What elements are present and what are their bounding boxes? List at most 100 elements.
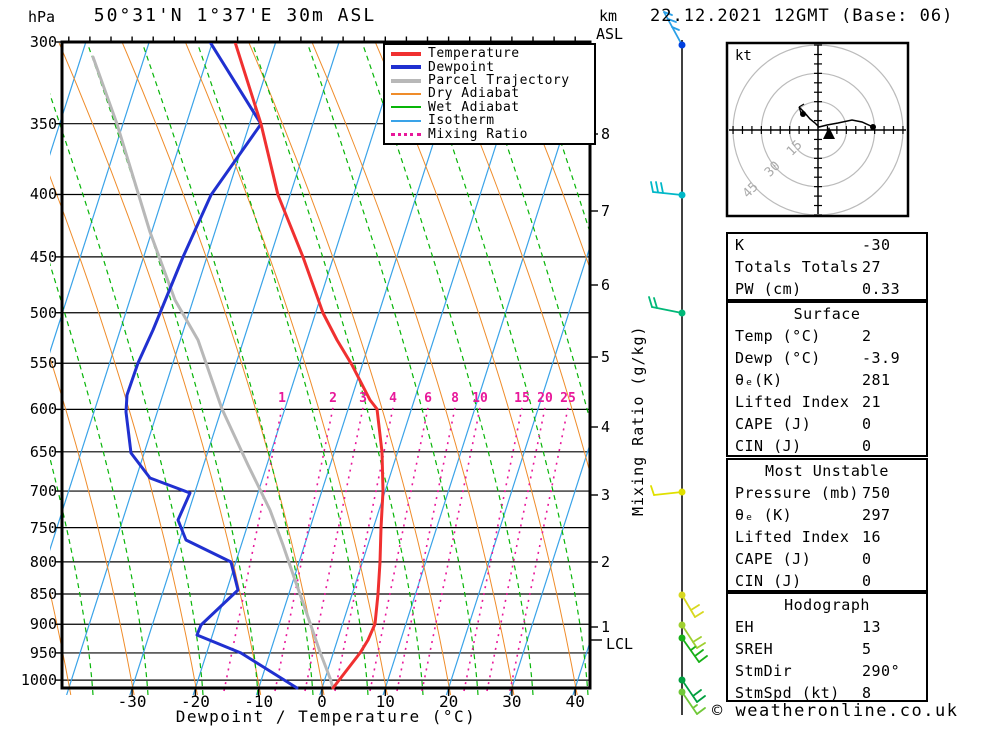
copyright-footer: © weatheronline.co.uk xyxy=(712,701,959,721)
table-row-label: PW (cm) xyxy=(735,280,802,298)
mixing-ratio-label: 20 xyxy=(537,391,553,406)
table-row-value: 281 xyxy=(862,371,891,389)
table-row: Dewp (°C) -3.9 xyxy=(728,347,926,369)
mixing-ratio-label: 6 xyxy=(424,391,432,406)
table-row-label: Totals Totals xyxy=(735,258,859,276)
table-row: Lifted Index 16 xyxy=(728,526,926,548)
km-tick-label: 1 xyxy=(601,618,611,636)
table-row: θₑ (K) 297 xyxy=(728,504,926,526)
legend-item: Mixing Ratio xyxy=(385,126,594,142)
pressure-tick-label: 650 xyxy=(29,442,57,461)
legend-item: Dry Adiabat xyxy=(385,86,594,102)
table-row: Totals Totals 27 xyxy=(728,256,926,278)
pressure-tick-label: 850 xyxy=(29,584,57,603)
table-row: PW (cm) 0.33 xyxy=(728,278,926,300)
legend-item: Dewpoint xyxy=(385,60,594,75)
pressure-tick-label: 350 xyxy=(29,114,57,133)
legend-label: Parcel Trajectory xyxy=(428,73,570,89)
table-row-value: 750 xyxy=(862,484,891,502)
table-row-value: 0 xyxy=(862,572,872,590)
table-row: CIN (J) 0 xyxy=(728,435,926,457)
mixing-ratio-label: 8 xyxy=(451,391,459,406)
table-row: Temp (°C) 2 xyxy=(728,325,926,347)
table-row-value: 8 xyxy=(862,684,872,702)
table-row-label: Temp (°C) xyxy=(735,327,821,345)
table-row: Lifted Index 21 xyxy=(728,391,926,413)
legend-swatch-temperature xyxy=(391,51,421,56)
legend-swatch-isotherm xyxy=(391,119,421,122)
table-row-label: θₑ(K) xyxy=(735,371,783,389)
table-row-value: 297 xyxy=(862,506,891,524)
table-row: Pressure (mb) 750 xyxy=(728,482,926,504)
table-row-value: 2 xyxy=(862,327,872,345)
km-tick-label: 3 xyxy=(601,486,611,504)
legend-item: Parcel Trajectory xyxy=(385,73,594,89)
legend-swatch-dry_adiabat xyxy=(391,92,421,95)
temp-tick-label: -20 xyxy=(180,692,210,711)
table-row: K -30 xyxy=(728,234,926,256)
legend-label: Temperature xyxy=(428,46,520,62)
legend-swatch-wet_adiabat xyxy=(391,106,421,109)
stats-table: Hodograph EH 13 SREH 5 StmDir 290° StmSpd (kt) 8 xyxy=(726,592,928,702)
pressure-tick-label: 900 xyxy=(29,615,57,634)
table-row-label: EH xyxy=(735,618,755,636)
table-row-value: 0 xyxy=(862,415,872,433)
pressure-tick-label: 950 xyxy=(29,643,57,662)
mixing-ratio-label: 1 xyxy=(278,391,286,406)
table-title: Surface xyxy=(793,305,861,323)
table-row-label: StmSpd (kt) xyxy=(735,684,840,702)
table-row-label: StmDir xyxy=(735,662,793,680)
table-row-label: CIN (J) xyxy=(735,437,802,455)
table-row-value: 290° xyxy=(862,662,901,680)
stats-table: K -30 Totals Totals 27 PW (cm) 0.33 xyxy=(726,232,928,301)
legend-label: Mixing Ratio xyxy=(428,126,528,142)
table-row-label: CIN (J) xyxy=(735,572,802,590)
table-row-value: 5 xyxy=(862,640,872,658)
temp-tick-label: -30 xyxy=(117,692,147,711)
date-title: 22.12.2021 12GMT (Base: 06) xyxy=(650,6,954,26)
hodograph-unit-label: kt xyxy=(735,48,752,64)
legend-item: Isotherm xyxy=(385,113,594,129)
table-row-value: 27 xyxy=(862,258,882,276)
legend-item: Temperature xyxy=(385,46,594,62)
legend-label: Dry Adiabat xyxy=(428,86,520,102)
table-row-label: SREH xyxy=(735,640,774,658)
table-row: CIN (J) 0 xyxy=(728,570,926,592)
km-tick-label: 7 xyxy=(601,202,611,220)
table-title: Hodograph xyxy=(784,596,870,614)
table-row-value: -3.9 xyxy=(862,349,901,367)
km-axis-unit: km xyxy=(599,7,618,25)
table-row-value: 13 xyxy=(862,618,882,636)
table-row-label: Lifted Index xyxy=(735,528,850,546)
stats-table: Most Unstable Pressure (mb) 750 θₑ (K) 297 Li… xyxy=(726,458,928,592)
temp-tick-label: 10 xyxy=(375,692,395,711)
table-row-label: Dewp (°C) xyxy=(735,349,821,367)
mixing-ratio-label: 10 xyxy=(472,391,488,406)
table-row: CAPE (J) 0 xyxy=(728,413,926,435)
table-row-value: -30 xyxy=(862,236,891,254)
legend-label: Isotherm xyxy=(428,113,495,129)
temp-tick-label: 40 xyxy=(565,692,585,711)
km-tick-label: 4 xyxy=(601,418,611,436)
pressure-tick-label: 500 xyxy=(29,303,57,322)
mixing-ratio-label: 2 xyxy=(329,391,337,406)
km-tick-label: 6 xyxy=(601,276,611,294)
pressure-tick-label: 400 xyxy=(29,185,57,204)
table-title: Most Unstable xyxy=(765,462,889,480)
legend-box: Temperature Dewpoint Parcel Trajectory Dry … xyxy=(383,43,596,145)
station-title: 50°31'N 1°37'E 30m ASL xyxy=(93,5,377,26)
lcl-label: LCL xyxy=(606,635,634,653)
pressure-tick-label: 1000 xyxy=(20,671,57,690)
temp-tick-label: 0 xyxy=(317,692,327,711)
legend-swatch-parcel xyxy=(391,78,421,83)
temp-tick-label: 30 xyxy=(502,692,522,711)
table-row-label: CAPE (J) xyxy=(735,415,812,433)
table-row-value: 0 xyxy=(862,437,872,455)
pressure-tick-label: 600 xyxy=(29,400,57,419)
pressure-tick-label: 800 xyxy=(29,552,57,571)
table-row: θₑ(K) 281 xyxy=(728,369,926,391)
table-row: StmSpd (kt) 8 xyxy=(728,682,926,704)
mixing-ratio-label: 15 xyxy=(514,391,530,406)
